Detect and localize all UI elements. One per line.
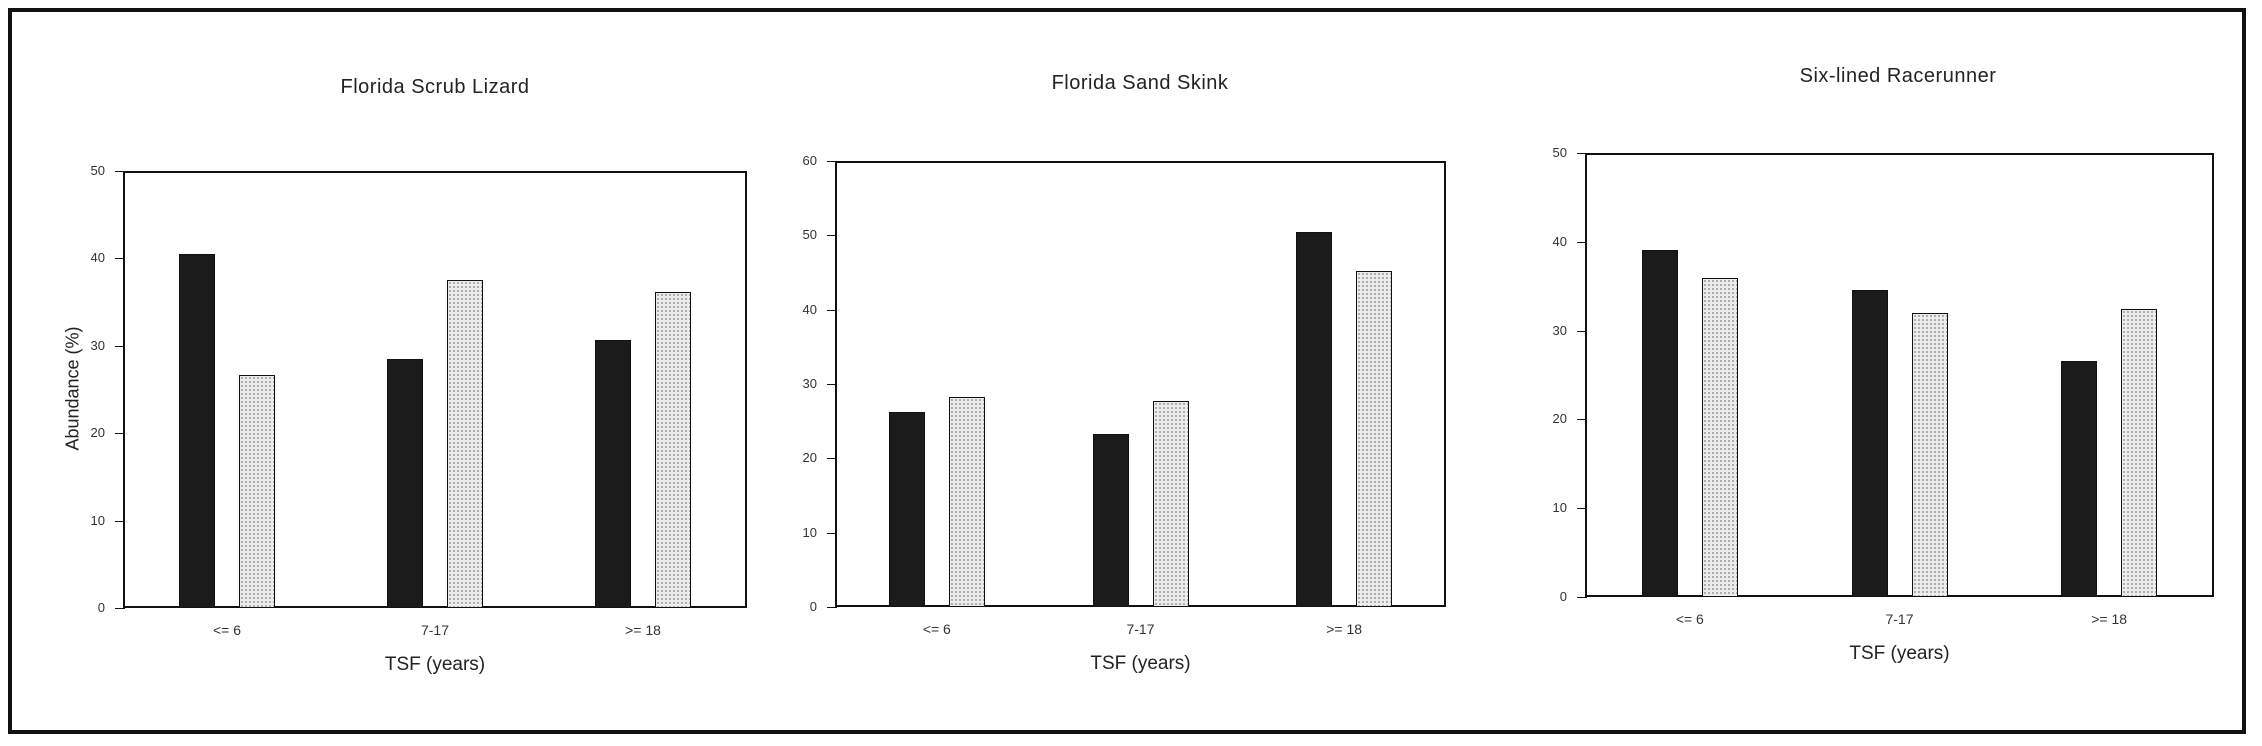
bar-light-2 [655, 291, 691, 608]
y-tick-label: 40 [802, 301, 817, 317]
x-axis-label: TSF (years) [384, 654, 486, 675]
x-axis-label: TSF (years) [1090, 653, 1191, 674]
bar-dark-1 [1851, 289, 1888, 597]
chart-title: Florida Scrub Lizard [340, 76, 530, 98]
y-tick-label: 0 [97, 600, 105, 615]
plot-area [1585, 153, 2214, 597]
x-tick-label: 7-17 [1885, 611, 1914, 627]
y-tick-label: 30 [90, 337, 105, 353]
y-axis-label: Abundance (%) [62, 325, 83, 451]
y-tick [827, 458, 837, 460]
bar-dark-2 [2061, 360, 2098, 597]
y-tick [1577, 419, 1587, 421]
y-tick [827, 161, 837, 162]
y-tick [827, 309, 837, 311]
x-tick-label: <= 6 [922, 621, 951, 637]
y-tick [827, 532, 837, 534]
bar-dark-2 [595, 339, 631, 608]
bar-light-2 [1356, 271, 1393, 607]
bar-light-2 [2121, 309, 2158, 597]
bar-dark-1 [1092, 433, 1129, 607]
y-tick-label: 20 [802, 450, 817, 466]
plot-area [835, 161, 1446, 607]
bar-light-0 [239, 374, 275, 608]
x-tick-label: >= 18 [2091, 611, 2128, 627]
y-tick-label: 40 [90, 250, 105, 266]
y-tick-label: 60 [802, 153, 817, 168]
y-tick [827, 384, 837, 385]
x-tick-label: 7-17 [420, 622, 450, 638]
y-tick [115, 608, 125, 609]
y-tick [115, 171, 125, 172]
y-tick-label: 30 [1552, 322, 1567, 338]
y-tick-label: 20 [90, 425, 105, 441]
y-tick [115, 345, 125, 347]
y-tick-label: 0 [809, 599, 817, 614]
y-tick-label: 10 [1552, 500, 1567, 516]
y-tick [827, 607, 837, 608]
y-tick [1577, 597, 1587, 598]
bar-dark-0 [179, 254, 215, 608]
x-tick-label: 7-17 [1126, 621, 1155, 637]
y-tick [115, 433, 125, 435]
y-tick-label: 10 [802, 524, 817, 540]
y-tick [115, 258, 125, 260]
y-tick [1577, 153, 1587, 154]
bar-light-0 [1701, 278, 1738, 597]
y-tick-label: 50 [1552, 145, 1567, 160]
bar-light-0 [948, 396, 985, 607]
x-tick-label: >= 18 [625, 622, 661, 638]
y-tick-label: 20 [1552, 411, 1567, 427]
x-tick-label: <= 6 [1675, 611, 1704, 627]
y-tick-label: 50 [802, 227, 817, 243]
y-tick [115, 520, 125, 522]
x-axis-label: TSF (years) [1849, 643, 1950, 664]
bar-dark-2 [1296, 231, 1333, 607]
x-tick-label: >= 18 [1326, 621, 1363, 637]
y-tick [1577, 508, 1587, 510]
y-tick-label: 50 [90, 163, 105, 178]
bar-light-1 [1911, 312, 1948, 597]
plot-area [123, 171, 747, 608]
chart-title: Six-lined Racerunner [1799, 65, 1997, 87]
x-tick-label: <= 6 [212, 622, 242, 638]
y-tick-label: 30 [802, 376, 817, 391]
chart-title: Florida Sand Skink [1051, 72, 1229, 94]
bar-dark-0 [1641, 249, 1678, 597]
bar-light-1 [1152, 401, 1189, 607]
y-tick [1577, 241, 1587, 243]
bar-light-1 [447, 280, 483, 608]
y-tick-label: 40 [1552, 233, 1567, 249]
y-tick [827, 235, 837, 237]
bar-dark-0 [888, 411, 925, 607]
bar-dark-1 [387, 358, 423, 608]
y-tick-label: 0 [1559, 589, 1567, 604]
y-tick-label: 10 [90, 512, 105, 528]
y-tick [1577, 330, 1587, 332]
